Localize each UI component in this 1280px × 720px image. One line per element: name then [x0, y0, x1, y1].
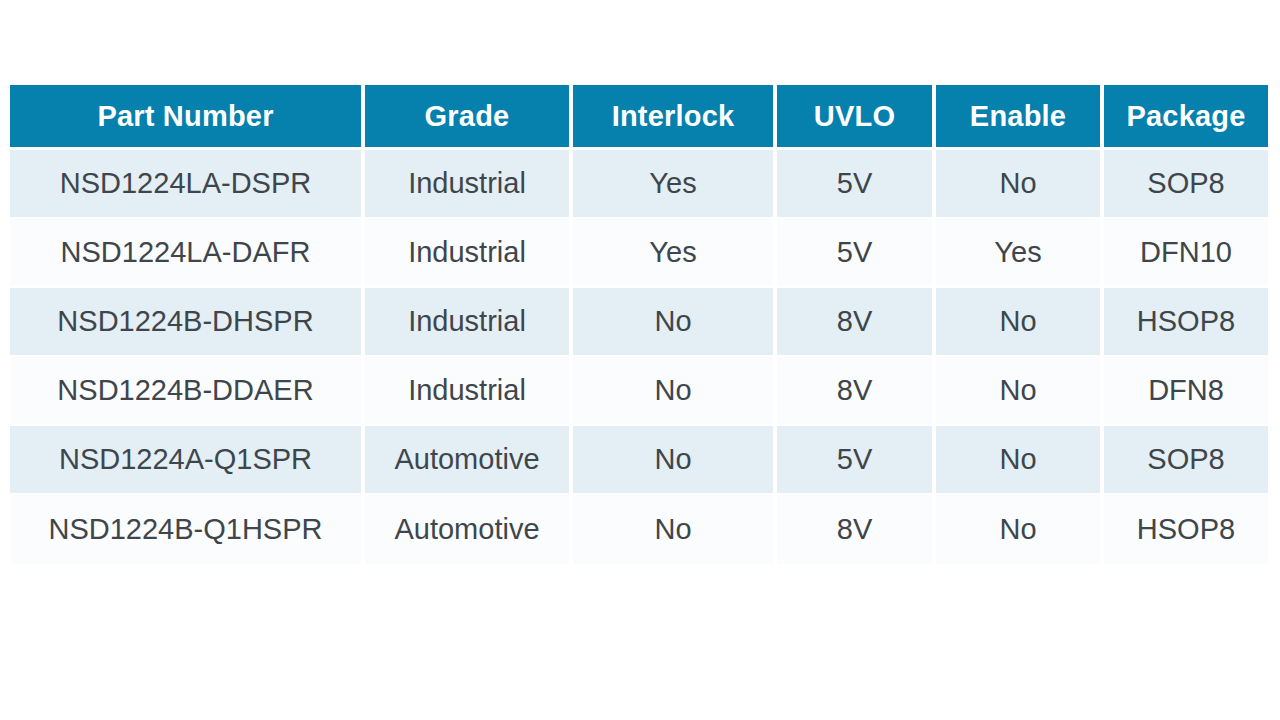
- cell-uvlo: 8V: [777, 288, 936, 357]
- table-row: NSD1224LA-DSPRIndustrialYes5VNoSOP8: [10, 150, 1268, 219]
- cell-interlock: No: [573, 495, 777, 564]
- cell-package: DFN10: [1104, 219, 1268, 288]
- column-header-enable: Enable: [936, 85, 1104, 150]
- cell-part_number: NSD1224LA-DAFR: [10, 219, 365, 288]
- cell-uvlo: 5V: [777, 426, 936, 495]
- cell-package: HSOP8: [1104, 288, 1268, 357]
- cell-uvlo: 5V: [777, 219, 936, 288]
- page: Part NumberGradeInterlockUVLOEnablePacka…: [0, 0, 1280, 720]
- table-header-row: Part NumberGradeInterlockUVLOEnablePacka…: [10, 85, 1268, 150]
- cell-package: HSOP8: [1104, 495, 1268, 564]
- column-header-package: Package: [1104, 85, 1268, 150]
- cell-grade: Automotive: [365, 426, 573, 495]
- cell-interlock: Yes: [573, 219, 777, 288]
- cell-part_number: NSD1224LA-DSPR: [10, 150, 365, 219]
- cell-enable: Yes: [936, 219, 1104, 288]
- cell-grade: Industrial: [365, 357, 573, 426]
- cell-interlock: No: [573, 288, 777, 357]
- table-row: NSD1224B-DDAERIndustrialNo8VNoDFN8: [10, 357, 1268, 426]
- table-row: NSD1224A-Q1SPRAutomotiveNo5VNoSOP8: [10, 426, 1268, 495]
- cell-part_number: NSD1224A-Q1SPR: [10, 426, 365, 495]
- cell-enable: No: [936, 426, 1104, 495]
- column-header-interlock: Interlock: [573, 85, 777, 150]
- cell-package: DFN8: [1104, 357, 1268, 426]
- cell-interlock: Yes: [573, 150, 777, 219]
- cell-package: SOP8: [1104, 426, 1268, 495]
- column-header-uvlo: UVLO: [777, 85, 936, 150]
- cell-grade: Industrial: [365, 288, 573, 357]
- column-header-part_number: Part Number: [10, 85, 365, 150]
- cell-enable: No: [936, 357, 1104, 426]
- cell-uvlo: 8V: [777, 495, 936, 564]
- cell-enable: No: [936, 150, 1104, 219]
- cell-package: SOP8: [1104, 150, 1268, 219]
- table-row: NSD1224B-Q1HSPRAutomotiveNo8VNoHSOP8: [10, 495, 1268, 564]
- cell-uvlo: 5V: [777, 150, 936, 219]
- cell-grade: Industrial: [365, 150, 573, 219]
- cell-interlock: No: [573, 357, 777, 426]
- cell-enable: No: [936, 288, 1104, 357]
- cell-part_number: NSD1224B-Q1HSPR: [10, 495, 365, 564]
- table-body: NSD1224LA-DSPRIndustrialYes5VNoSOP8NSD12…: [10, 150, 1268, 564]
- cell-uvlo: 8V: [777, 357, 936, 426]
- cell-grade: Industrial: [365, 219, 573, 288]
- cell-enable: No: [936, 495, 1104, 564]
- column-header-grade: Grade: [365, 85, 573, 150]
- cell-interlock: No: [573, 426, 777, 495]
- cell-part_number: NSD1224B-DDAER: [10, 357, 365, 426]
- cell-grade: Automotive: [365, 495, 573, 564]
- parts-table: Part NumberGradeInterlockUVLOEnablePacka…: [10, 85, 1268, 564]
- table-row: NSD1224B-DHSPRIndustrialNo8VNoHSOP8: [10, 288, 1268, 357]
- cell-part_number: NSD1224B-DHSPR: [10, 288, 365, 357]
- table-row: NSD1224LA-DAFRIndustrialYes5VYesDFN10: [10, 219, 1268, 288]
